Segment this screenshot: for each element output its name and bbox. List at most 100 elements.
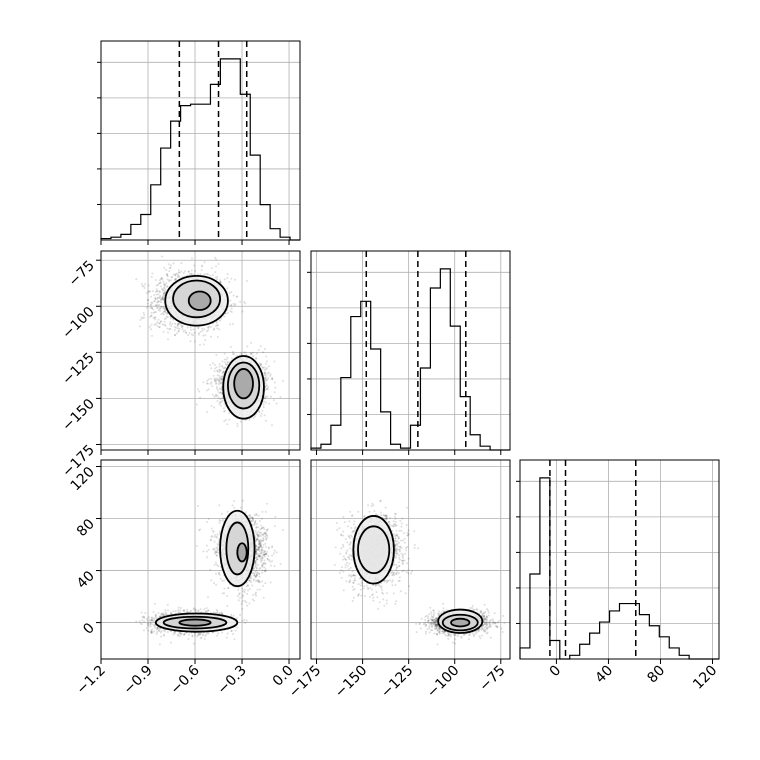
sample-point [180,262,183,265]
sample-point [257,348,260,351]
sample-point [172,633,175,636]
sample-point [162,283,165,286]
sample-point [145,292,148,295]
sample-point [236,425,239,428]
sample-point [203,608,206,611]
sample-point [176,327,179,330]
sample-point [142,629,145,632]
sample-point [209,325,212,328]
sample-point [192,334,195,337]
sample-point [207,273,210,276]
sample-point [201,329,204,332]
sample-point [262,403,265,406]
sample-point [159,294,162,297]
sample-point [274,386,277,389]
sample-point [147,299,150,302]
sample-point [163,310,166,313]
sample-point [241,619,244,622]
sample-point [210,267,213,270]
sample-point [188,272,191,275]
sample-point [159,296,162,299]
sample-point [150,619,153,622]
sample-point [161,312,164,315]
sample-point [236,295,239,298]
sample-point [186,608,189,611]
sample-point [184,329,187,332]
sample-point [155,293,158,296]
sample-point [158,326,161,329]
sample-point [270,424,273,427]
sample-point [180,270,183,273]
sample-point [187,334,190,337]
sample-point [220,404,223,407]
sample-point [156,297,159,300]
sample-point [173,334,176,337]
sample-point [150,314,153,317]
sample-point [216,278,219,281]
sample-point [184,270,187,273]
sample-point [215,353,218,356]
sample-point [158,307,161,310]
sample-point [213,363,216,366]
sample-point [180,324,183,327]
sample-point [221,372,224,375]
sample-point [215,386,218,389]
sample-point [140,316,143,319]
sample-point [217,324,220,327]
sample-point [155,307,158,310]
sample-point [158,290,161,293]
sample-point [204,610,207,613]
sample-point [168,279,171,282]
sample-point [216,394,219,397]
sample-point [162,330,165,333]
sample-point [224,418,227,421]
sample-point [178,271,181,274]
sample-point [157,300,160,303]
sample-point [174,273,177,276]
sample-point [145,617,148,620]
sample-point [273,381,276,384]
sample-point [164,291,167,294]
sample-point [214,271,217,274]
sample-point [201,264,204,267]
sample-point [154,290,157,293]
sample-point [186,326,189,329]
sample-point [197,327,200,330]
sample-point [214,276,217,279]
sample-point [147,629,150,632]
sample-point [169,321,172,324]
sample-point [159,307,162,310]
sample-point [223,315,226,318]
sample-point [211,384,214,387]
sample-point [182,330,185,333]
sample-point [166,630,169,633]
sample-point [202,343,205,346]
sample-point [193,607,196,610]
sample-point [162,294,165,297]
panel-frame [310,250,511,451]
sample-point [262,400,265,403]
sample-point [190,609,193,612]
sample-point [151,290,154,293]
sample-point [228,418,231,421]
sample-point [158,291,161,294]
sample-point [190,273,193,276]
sample-point [225,636,228,639]
sample-point [212,328,215,331]
sample-point [267,371,270,374]
sample-point [184,331,187,334]
sample-point [151,307,154,310]
sample-point [162,292,165,295]
sample-point [147,290,150,293]
sample-point [151,301,154,304]
sample-point [143,617,146,620]
sample-point [265,384,268,387]
sample-point [193,340,196,343]
sample-point [213,370,216,373]
sample-point [217,263,220,266]
sample-point [218,391,221,394]
sample-point [187,270,190,273]
sample-point [173,326,176,329]
sample-point [150,629,153,632]
sample-point [165,285,168,288]
